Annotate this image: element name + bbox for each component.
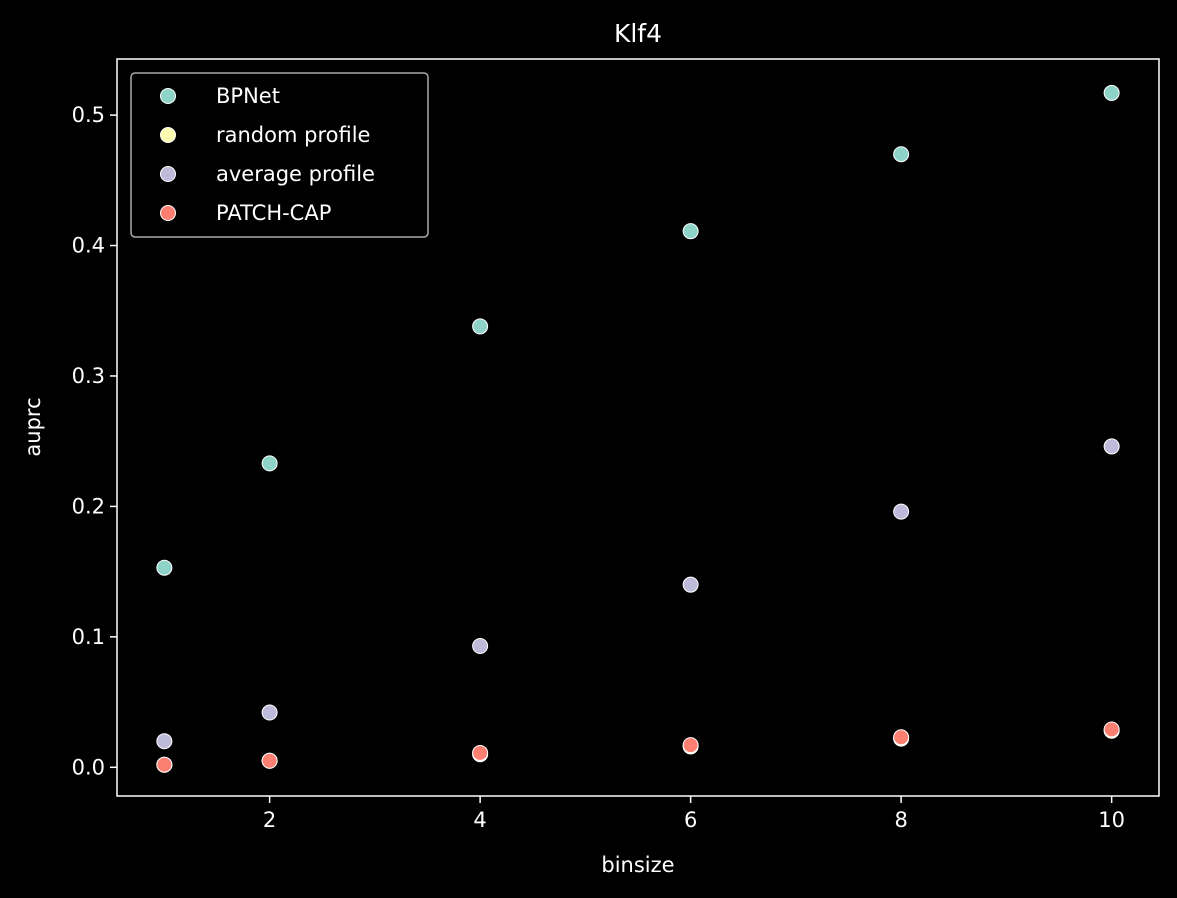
x-tick-label: 8 [894,808,907,832]
y-tick-label: 0.1 [72,625,105,649]
legend-label: average profile [216,162,375,186]
data-points [156,84,1120,773]
point-bpnet [893,146,910,163]
x-tick-label: 2 [263,808,276,832]
legend-marker [160,166,176,182]
legend-label: random profile [216,123,370,147]
x-axis: 2 4 6 8 10 [263,796,1125,832]
point-patch-cap [261,752,278,769]
x-axis-label: binsize [601,853,674,877]
point-patch-cap [1103,721,1120,738]
point-bpnet [261,455,278,472]
legend-marker [160,127,176,143]
legend-marker [160,88,176,104]
legend-box [130,72,429,238]
point-bpnet [682,223,699,240]
chart-title: Klf4 [614,19,662,48]
x-tick-label: 4 [473,808,486,832]
legend-label: BPNet [216,84,280,108]
legend-marker [160,205,176,221]
y-tick-label: 0.0 [72,755,105,779]
point-patch-cap [156,756,173,773]
y-tick-label: 0.5 [72,103,105,127]
point-bpnet [1103,84,1120,101]
point-patch-cap [893,729,910,746]
point-average-profile [156,733,173,750]
y-tick-label: 0.3 [72,364,105,388]
point-average-profile [893,503,910,520]
x-tick-label: 6 [684,808,697,832]
point-average-profile [261,704,278,721]
legend: BPNet random profile average profile PATCH-… [130,72,429,238]
point-patch-cap [682,737,699,754]
point-patch-cap [472,744,489,761]
point-average-profile [682,576,699,593]
x-tick-label: 10 [1098,808,1125,832]
legend-label: PATCH-CAP [216,201,331,225]
y-tick-label: 0.2 [72,494,105,518]
y-axis-label: auprc [21,397,45,456]
point-bpnet [156,559,173,576]
point-bpnet [472,318,489,335]
y-axis: 0.0 0.1 0.2 0.3 0.4 0.5 [72,103,117,779]
y-tick-label: 0.4 [72,234,105,258]
point-average-profile [1103,438,1120,455]
point-average-profile [472,637,489,654]
